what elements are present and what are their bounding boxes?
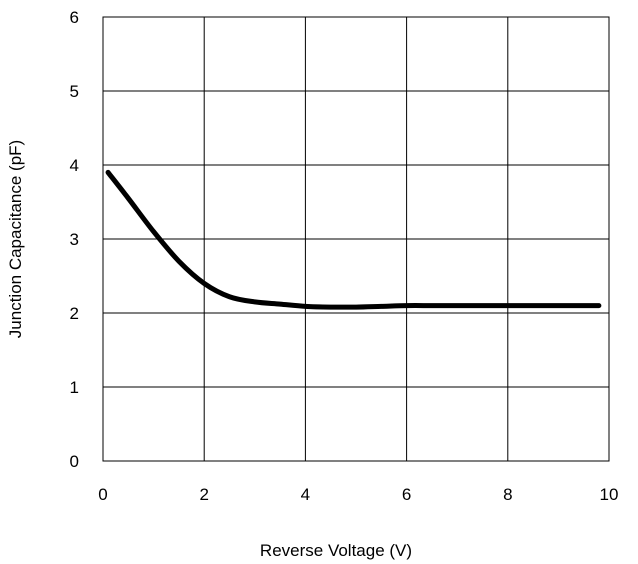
y-tick-label: 0 — [70, 452, 79, 471]
y-tick-label: 6 — [70, 8, 79, 27]
y-tick-label: 1 — [70, 378, 79, 397]
x-tick-label: 10 — [600, 485, 619, 504]
y-tick-label: 5 — [70, 82, 79, 101]
y-tick-labels: 0 1 2 3 4 5 6 — [70, 8, 79, 471]
series-layer — [105, 169, 602, 310]
y-tick-label: 2 — [70, 304, 79, 323]
y-tick-label: 4 — [70, 156, 79, 175]
grid — [103, 17, 609, 461]
y-axis-label: Junction Capacitance (pF) — [6, 140, 25, 338]
x-tick-label: 0 — [98, 485, 107, 504]
y-tick-label: 3 — [70, 230, 79, 249]
x-tick-label: 8 — [503, 485, 512, 504]
x-tick-label: 6 — [402, 485, 411, 504]
x-tick-label: 2 — [199, 485, 208, 504]
x-axis-label: Reverse Voltage (V) — [260, 541, 412, 560]
plot-frame — [102, 16, 610, 462]
x-tick-label: 4 — [301, 485, 310, 504]
capacitance-curve — [105, 169, 602, 310]
x-tick-labels: 0 2 4 6 8 10 — [98, 485, 618, 504]
